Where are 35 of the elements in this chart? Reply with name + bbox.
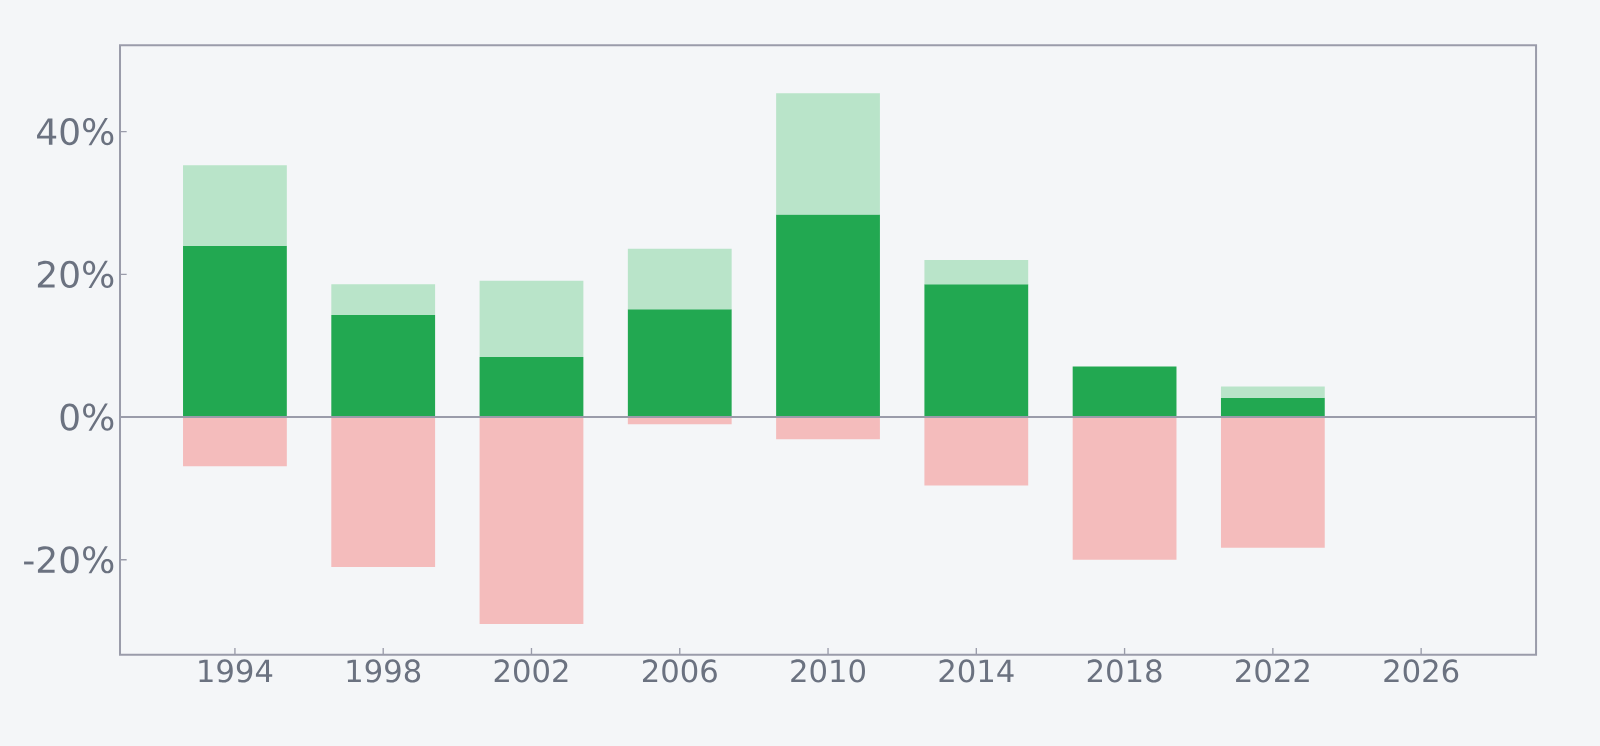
bar: [1220, 386, 1325, 398]
y-tick-label: 0%: [60, 403, 114, 431]
x-tick-label: 1994: [199, 659, 273, 683]
x-tick-label: 2018: [1087, 659, 1162, 683]
bar: [331, 284, 436, 316]
bar: [479, 417, 584, 624]
y-tick-label: -20%: [24, 546, 114, 574]
bar: [331, 417, 436, 567]
bar: [183, 417, 287, 467]
x-tick-label: 2010: [791, 659, 865, 683]
bar: [924, 417, 1029, 486]
bar: [776, 214, 880, 418]
bar: [924, 260, 1029, 285]
bar: [627, 248, 732, 310]
bar: [479, 280, 584, 358]
bar: [776, 93, 880, 215]
bar: [776, 417, 880, 440]
x-tick-label: 2022: [1236, 659, 1309, 683]
x-tick-label: 2026: [1384, 659, 1459, 683]
bar: [627, 309, 732, 418]
bar: [183, 165, 287, 246]
bar: [1072, 366, 1177, 418]
x-tick-label: 2006: [642, 659, 717, 683]
x-tick-label: 2002: [494, 659, 568, 683]
x-tick-label: 1998: [347, 659, 421, 683]
bar: [1072, 417, 1177, 560]
bar: [331, 315, 436, 418]
bar: [479, 357, 584, 418]
y-tick-label: 20%: [37, 260, 114, 288]
bar: [924, 284, 1029, 418]
bar: [183, 245, 287, 418]
bar: [1220, 397, 1325, 418]
bar: [1220, 417, 1325, 548]
x-tick-label: 2014: [939, 659, 1014, 683]
y-tick-label: 40%: [37, 118, 114, 146]
